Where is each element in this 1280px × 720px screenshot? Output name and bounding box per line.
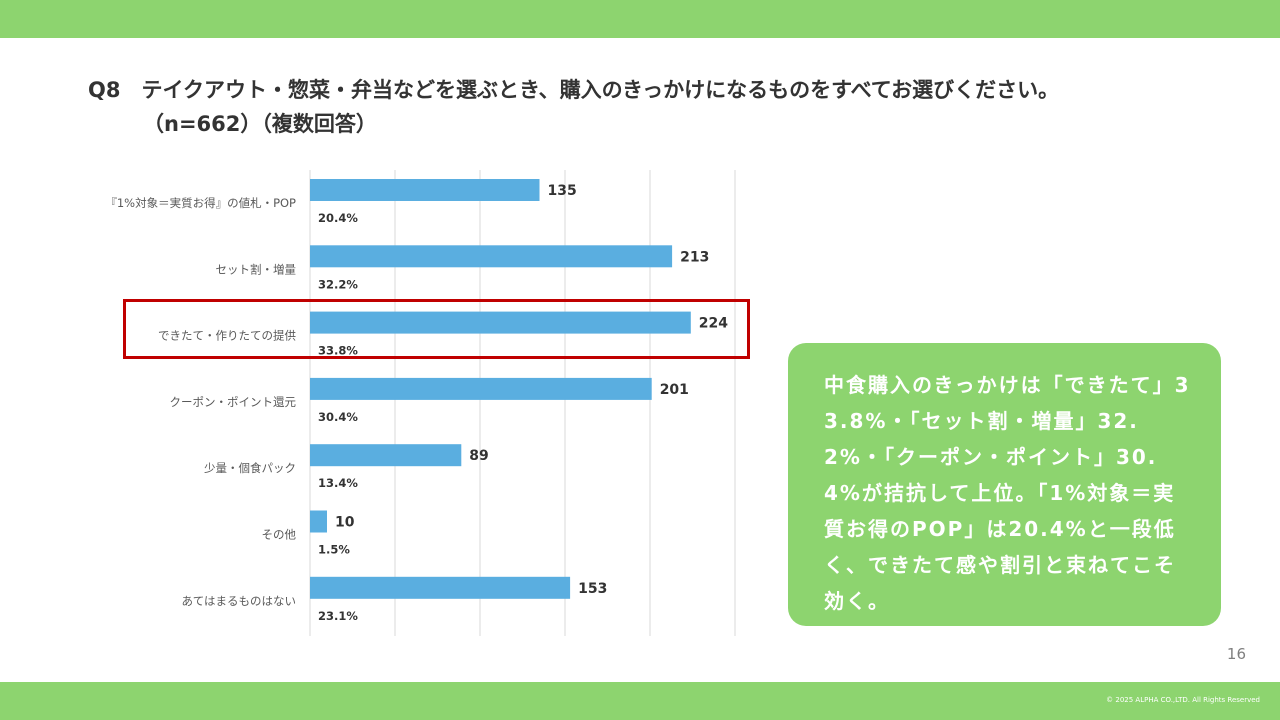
value-label: 201 <box>660 382 689 398</box>
value-label: 153 <box>578 581 607 597</box>
highlight-box <box>123 299 750 359</box>
value-label: 224 <box>699 316 728 332</box>
bar <box>310 311 691 334</box>
bar <box>310 576 571 599</box>
value-label: 89 <box>469 448 488 464</box>
question-title: Q8 テイクアウト・惣菜・弁当などを選ぶとき、購入のきっかけになるものをすべてお… <box>88 78 1060 102</box>
percent-label: 23.1% <box>318 609 358 623</box>
category-label: あてはまるものはない <box>181 594 296 608</box>
copyright-text: © 2025 ALPHA CO.,LTD. All Rights Reserve… <box>1106 696 1260 704</box>
category-label: 少量・個食パック <box>204 461 296 475</box>
bar <box>310 179 540 201</box>
category-label: その他 <box>262 528 297 542</box>
question-subtitle: （n=662）（複数回答） <box>143 112 377 136</box>
value-label: 10 <box>335 515 355 531</box>
percent-label: 1.5% <box>318 543 350 557</box>
category-label: 『1%対象＝実質お得』の値札・POP <box>105 196 296 210</box>
percent-label: 32.2% <box>318 277 358 291</box>
page-number: 16 <box>1226 645 1246 663</box>
value-label: 213 <box>680 249 709 265</box>
bottom-accent-band <box>0 682 1280 720</box>
category-label: セット割・増量 <box>216 262 297 276</box>
category-label: できたて・作りたての提供 <box>158 329 296 343</box>
chart-labels: 『1%対象＝実質お得』の値札・POP 135 20.4% セット割・増量 213 32.2… <box>105 183 728 623</box>
summary-text: 中食購入のきっかけは「できたて」33.8%・「セット割・増量」32.2%・「クー… <box>824 373 1191 613</box>
bar <box>310 444 462 467</box>
chart-bars <box>310 179 691 599</box>
bar <box>310 510 327 533</box>
bar <box>310 245 673 268</box>
percent-label: 33.8% <box>318 344 358 358</box>
percent-label: 13.4% <box>318 476 358 490</box>
percent-label: 20.4% <box>318 211 358 225</box>
bar <box>310 377 652 400</box>
summary-callout: 中食購入のきっかけは「できたて」33.8%・「セット割・増量」32.2%・「クー… <box>788 343 1221 626</box>
percent-label: 30.4% <box>318 410 358 424</box>
value-label: 135 <box>548 183 577 199</box>
chart-gridlines <box>309 170 736 636</box>
top-accent-band <box>0 0 1280 38</box>
category-label: クーポン・ポイント還元 <box>170 395 297 409</box>
